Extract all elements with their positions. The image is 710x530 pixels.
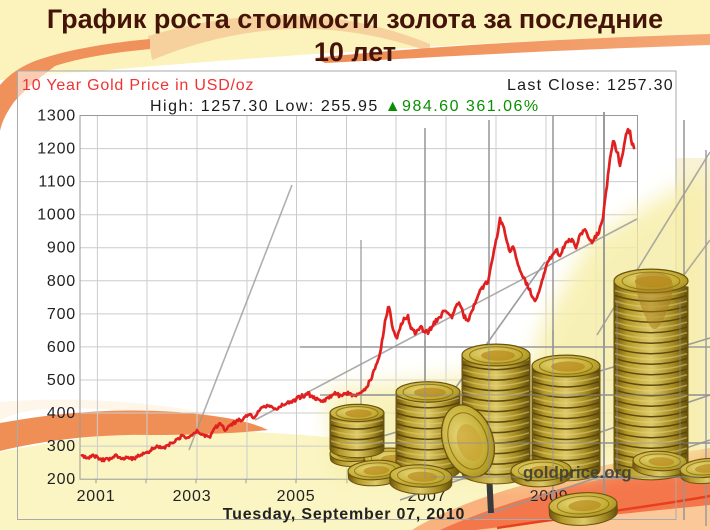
svg-text:800: 800 [47,273,76,290]
svg-text:High: 1257.30 Low: 255.95 ▲984: High: 1257.30 Low: 255.95 ▲984.60 361.06… [150,98,540,115]
svg-text:700: 700 [47,306,76,323]
svg-text:600: 600 [47,339,76,356]
svg-text:500: 500 [47,372,76,389]
svg-text:Tuesday, September 07, 2010: Tuesday, September 07, 2010 [223,506,465,523]
svg-text:2001: 2001 [77,488,116,505]
svg-text:2003: 2003 [173,488,212,505]
svg-text:1000: 1000 [37,207,76,224]
svg-text:1200: 1200 [37,141,76,158]
svg-text:Last Close: 1257.30: Last Close: 1257.30 [507,77,674,94]
svg-text:10 лет: 10 лет [314,37,396,67]
svg-text:900: 900 [47,240,76,257]
svg-text:200: 200 [47,471,76,488]
svg-text:10 Year Gold Price in USD/oz: 10 Year Gold Price in USD/oz [22,77,254,94]
svg-text:1100: 1100 [38,174,76,191]
svg-text:1300: 1300 [37,108,76,125]
svg-text:График роста стоимости золота: График роста стоимости золота за последн… [47,4,663,34]
svg-text:goldprice.org: goldprice.org [523,463,632,482]
svg-text:300: 300 [47,438,76,455]
svg-text:2005: 2005 [277,488,316,505]
svg-text:400: 400 [47,405,76,422]
